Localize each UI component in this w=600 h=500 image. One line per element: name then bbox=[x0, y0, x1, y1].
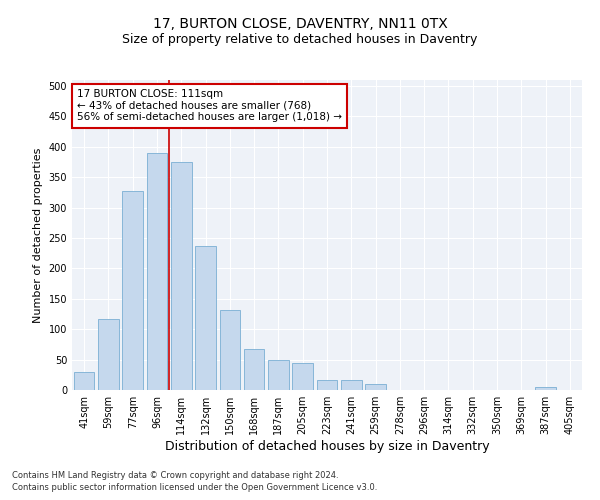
Bar bbox=[365, 384, 386, 390]
Bar bbox=[122, 190, 143, 390]
Bar bbox=[268, 360, 289, 390]
Bar bbox=[195, 246, 216, 390]
Text: Contains public sector information licensed under the Open Government Licence v3: Contains public sector information licen… bbox=[12, 484, 377, 492]
Bar bbox=[74, 372, 94, 390]
Bar bbox=[341, 380, 362, 390]
Y-axis label: Number of detached properties: Number of detached properties bbox=[33, 148, 43, 322]
Bar bbox=[292, 362, 313, 390]
Text: Size of property relative to detached houses in Daventry: Size of property relative to detached ho… bbox=[122, 32, 478, 46]
Text: Contains HM Land Registry data © Crown copyright and database right 2024.: Contains HM Land Registry data © Crown c… bbox=[12, 471, 338, 480]
Bar bbox=[98, 319, 119, 390]
Bar bbox=[317, 380, 337, 390]
X-axis label: Distribution of detached houses by size in Daventry: Distribution of detached houses by size … bbox=[164, 440, 490, 453]
Bar bbox=[220, 310, 240, 390]
Bar bbox=[244, 350, 265, 390]
Text: 17, BURTON CLOSE, DAVENTRY, NN11 0TX: 17, BURTON CLOSE, DAVENTRY, NN11 0TX bbox=[152, 18, 448, 32]
Text: 17 BURTON CLOSE: 111sqm
← 43% of detached houses are smaller (768)
56% of semi-d: 17 BURTON CLOSE: 111sqm ← 43% of detache… bbox=[77, 90, 342, 122]
Bar bbox=[171, 162, 191, 390]
Bar bbox=[535, 387, 556, 390]
Bar bbox=[146, 153, 167, 390]
